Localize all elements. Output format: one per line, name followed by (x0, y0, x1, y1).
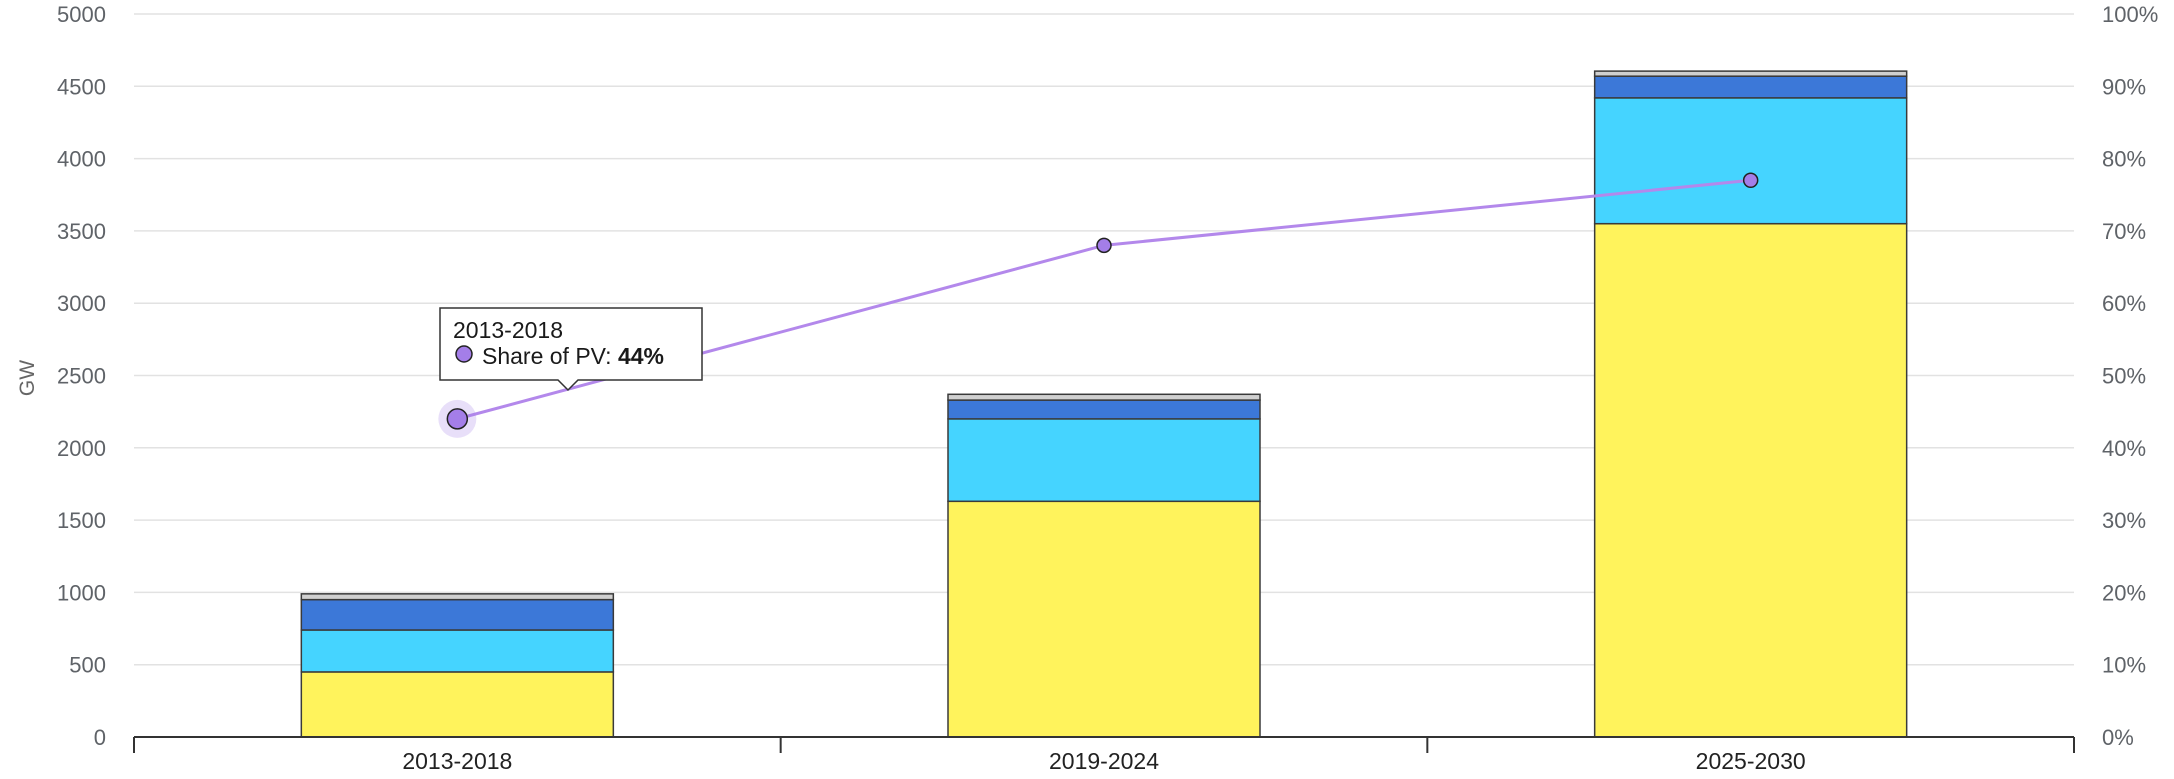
bar-segment[interactable] (947, 399, 1261, 420)
tooltip: 2013-2018 Share of PV: 44% (439, 307, 703, 392)
x-axis: 2013-2018 2019-2024 2025-2030 (133, 736, 2075, 774)
y-tick-label: 4000 (57, 147, 106, 172)
y2-tick-label: 0% (2102, 725, 2134, 750)
y-tick-label: 500 (69, 653, 106, 678)
y2-tick-label: 10% (2102, 653, 2146, 678)
bar-segment[interactable] (1593, 70, 1908, 77)
bar-segment[interactable] (300, 598, 615, 631)
share-point[interactable] (446, 408, 469, 430)
bar-segment[interactable] (300, 671, 615, 738)
y2-tick-label: 80% (2102, 147, 2146, 172)
tooltip-title: 2013-2018 (453, 317, 563, 343)
share-point[interactable] (1096, 237, 1112, 254)
x-tick-label: 2013-2018 (402, 748, 512, 774)
bars-layer (300, 70, 1908, 738)
bar-segment[interactable] (947, 393, 1261, 401)
tooltip-line: Share of PV: 44% (482, 343, 664, 369)
y2-tick-label: 90% (2102, 74, 2146, 99)
y2-tick-label: 30% (2102, 508, 2146, 533)
bar-segment[interactable] (1593, 75, 1908, 99)
share-line (456, 178, 1751, 421)
x-tick-label: 2025-2030 (1696, 748, 1806, 774)
y-tick-label: 2000 (57, 436, 106, 461)
y-tick-label: 5000 (57, 2, 106, 27)
tooltip-series-marker (455, 345, 473, 363)
bar-segment[interactable] (300, 629, 615, 673)
y2-tick-label: 20% (2102, 580, 2146, 605)
y2-tick-label: 100% (2102, 2, 2158, 27)
y-tick-label: 3000 (57, 291, 106, 316)
y-tick-label: 3500 (57, 219, 106, 244)
bar-segment[interactable] (947, 500, 1261, 738)
bar-segment[interactable] (1593, 222, 1908, 738)
share-point[interactable] (1742, 172, 1759, 189)
y-axis-right: 0% 10% 20% 30% 40% 50% 60% 70% 80% 90% 100% (2102, 2, 2158, 750)
y-tick-label: 1000 (57, 580, 106, 605)
y-tick-label: 0 (94, 725, 106, 750)
tooltip-label: Share of PV: (482, 343, 618, 369)
bar-segment[interactable] (1593, 97, 1908, 225)
bar-segment[interactable] (300, 593, 615, 601)
y2-tick-label: 40% (2102, 436, 2146, 461)
y-tick-label: 4500 (57, 74, 106, 99)
y2-tick-label: 70% (2102, 219, 2146, 244)
y-axis-left: 0 500 1000 1500 2000 2500 3000 3500 4000 4500 5000 (57, 2, 106, 750)
y-axis-title: GW (16, 360, 39, 396)
y-tick-label: 2500 (57, 364, 106, 389)
y2-tick-label: 50% (2102, 364, 2146, 389)
y-tick-label: 1500 (57, 508, 106, 533)
grid-layer (134, 13, 2074, 666)
bar-segment[interactable] (947, 418, 1261, 503)
tooltip-value: 44% (618, 343, 664, 369)
y2-tick-label: 60% (2102, 291, 2146, 316)
tooltip-box (439, 307, 703, 392)
x-tick-label: 2019-2024 (1049, 748, 1159, 774)
